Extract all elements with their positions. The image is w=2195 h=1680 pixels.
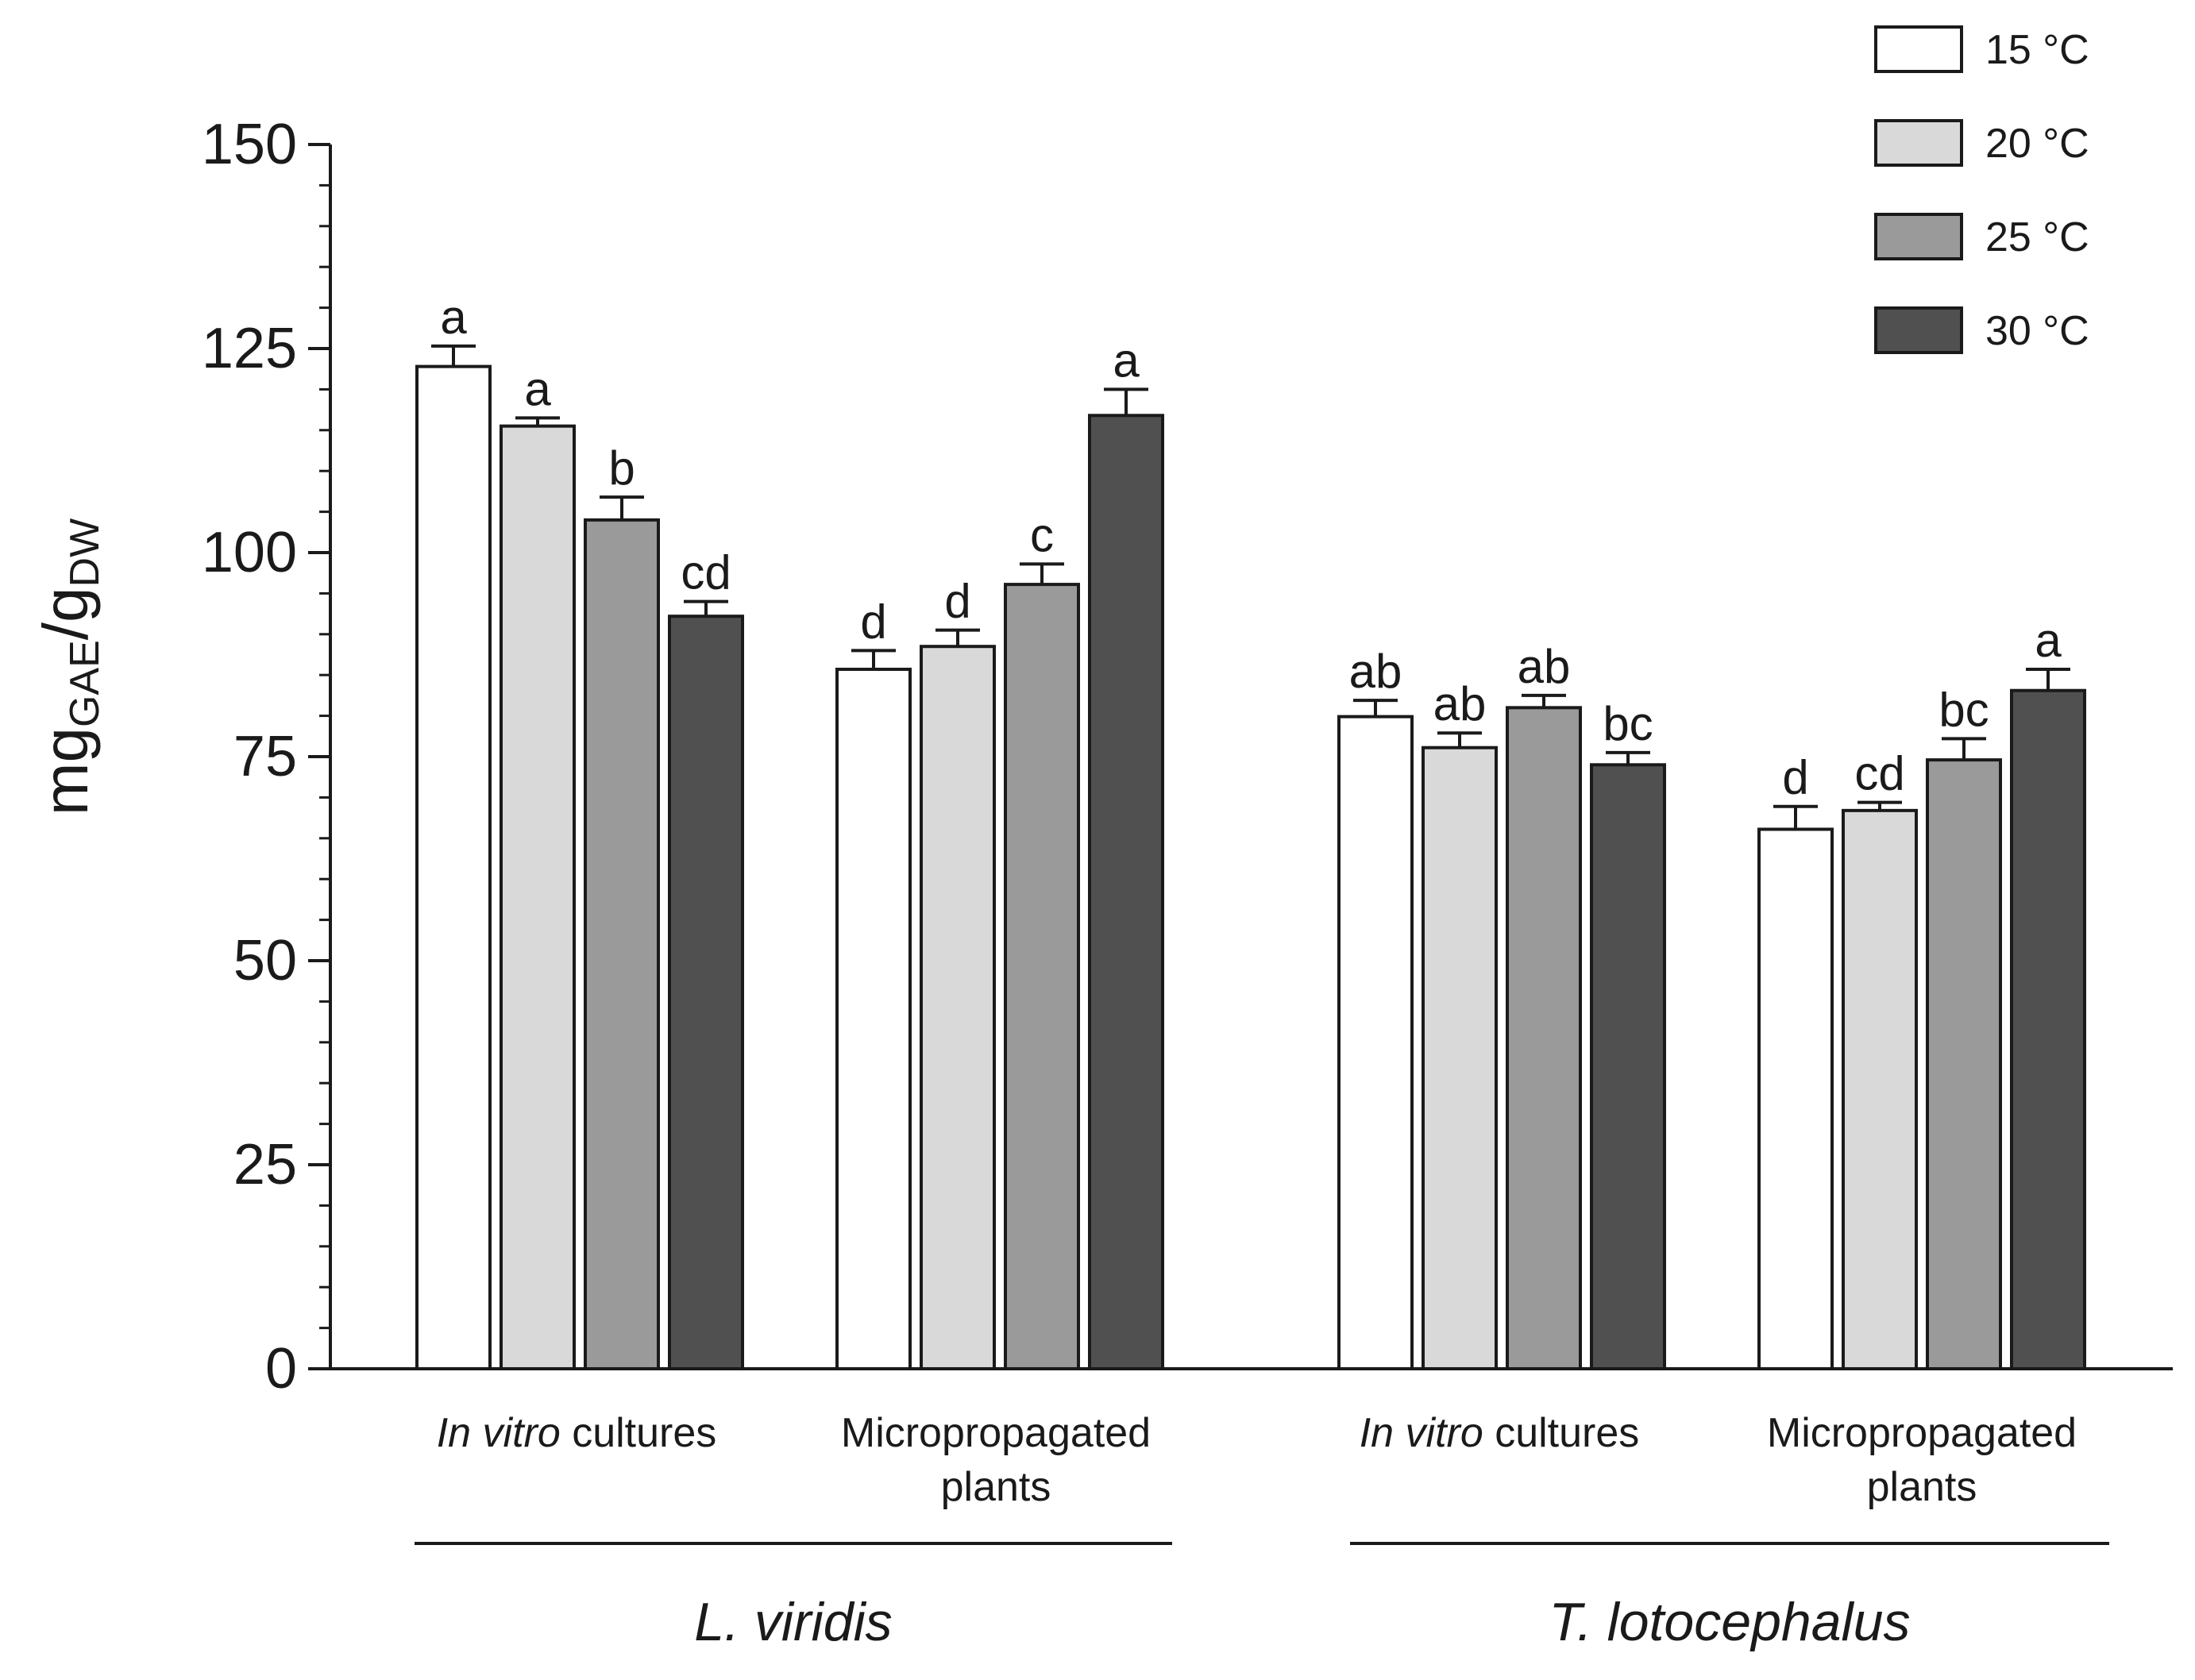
bar (584, 518, 660, 1370)
y-tick-label: 75 (233, 725, 297, 788)
bar (1337, 715, 1414, 1370)
significance-letter: a (2035, 614, 2062, 667)
legend-label: 25 °C (1985, 214, 2089, 260)
species-label: L. viridis (694, 1592, 892, 1652)
significance-letter: a (1113, 333, 1140, 387)
bar-group: a a bcd (415, 291, 744, 1371)
bar (415, 364, 492, 1371)
y-axis-title: mgGAE/gDW (30, 518, 108, 815)
significance-letter: ab (1433, 677, 1487, 730)
significance-letter: d (944, 575, 970, 628)
legend-label: 15 °C (1985, 27, 2089, 73)
y-tick-label: 150 (202, 113, 297, 176)
bar (1590, 763, 1666, 1370)
legend-swatch (1874, 306, 1963, 354)
y-tick-label: 100 (202, 521, 297, 584)
significance-letter: a (440, 291, 467, 344)
legend-swatch (1874, 25, 1963, 73)
significance-letter: d (1782, 751, 1808, 804)
species-label: T. lotocephalus (1549, 1592, 1911, 1652)
bar (1842, 808, 1918, 1370)
significance-letter: cd (681, 546, 731, 599)
bar (1757, 827, 1834, 1370)
bar (2010, 688, 2086, 1370)
bar (1088, 414, 1164, 1370)
x-category-label-line2: plants (1867, 1464, 1977, 1510)
bar-group: d d c a (835, 333, 1164, 1370)
x-category-label-line2: plants (941, 1464, 1051, 1510)
x-category-label-line1: Micropropagated (841, 1410, 1151, 1456)
y-tick-label: 0 (265, 1337, 297, 1401)
significance-letter: b (608, 441, 635, 495)
significance-letter: a (524, 362, 551, 415)
significance-letter: cd (1854, 747, 1904, 800)
significance-letter: ab (1518, 640, 1571, 693)
legend: 15 °C 20 °C 25 °C 30 °C (1874, 25, 2089, 354)
bar (1926, 758, 2002, 1370)
x-category-label: In vitro cultures (437, 1410, 717, 1456)
bar (1422, 746, 1498, 1370)
significance-letter: c (1030, 508, 1054, 561)
significance-letter: ab (1349, 645, 1402, 698)
x-category-label: In vitro cultures (1360, 1410, 1640, 1456)
x-category-labels: In vitro cultures Micropropagated plants In… (437, 1410, 2077, 1510)
species-labels: L. viridis T. lotocephalus (415, 1542, 2109, 1652)
y-tick-label: 25 (233, 1133, 297, 1196)
legend-label: 20 °C (1985, 121, 2089, 167)
significance-letter: bc (1938, 683, 1989, 736)
bar (500, 424, 576, 1370)
bar (668, 615, 744, 1370)
significance-letter: bc (1603, 697, 1653, 750)
y-tick-label: 50 (233, 929, 297, 992)
legend-swatch (1874, 213, 1963, 260)
bar (835, 668, 912, 1370)
significance-letter: d (860, 595, 886, 648)
legend-label: 30 °C (1985, 308, 2089, 354)
y-axis-label: mgGAE/gDW (30, 518, 108, 815)
x-category-label-line1: Micropropagated (1767, 1410, 2077, 1456)
bar (1506, 706, 1582, 1370)
legend-swatch (1874, 119, 1963, 167)
bar (1004, 583, 1080, 1370)
y-tick-label: 125 (202, 317, 297, 380)
bar (920, 645, 996, 1370)
